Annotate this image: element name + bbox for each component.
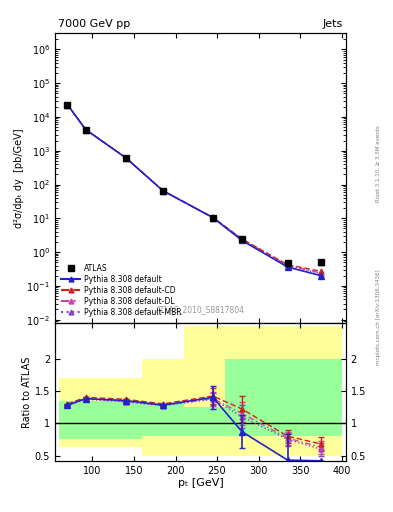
Legend: ATLAS, Pythia 8.308 default, Pythia 8.308 default-CD, Pythia 8.308 default-DL, P: ATLAS, Pythia 8.308 default, Pythia 8.30… xyxy=(59,262,184,319)
Text: mcplots.cern.ch [arXiv:1306.3436]: mcplots.cern.ch [arXiv:1306.3436] xyxy=(376,270,380,365)
Text: 7000 GeV pp: 7000 GeV pp xyxy=(58,19,130,29)
Text: Rivet 3.1.10, ≥ 3.5M events: Rivet 3.1.10, ≥ 3.5M events xyxy=(376,125,380,202)
X-axis label: pₜ [GeV]: pₜ [GeV] xyxy=(178,478,223,488)
Text: Jets: Jets xyxy=(323,19,343,29)
Text: ATLAS_2010_S8817804: ATLAS_2010_S8817804 xyxy=(156,305,245,314)
Y-axis label: Ratio to ATLAS: Ratio to ATLAS xyxy=(22,356,32,428)
Y-axis label: d²σ/dpₜ dy  [pb/GeV]: d²σ/dpₜ dy [pb/GeV] xyxy=(13,129,24,228)
